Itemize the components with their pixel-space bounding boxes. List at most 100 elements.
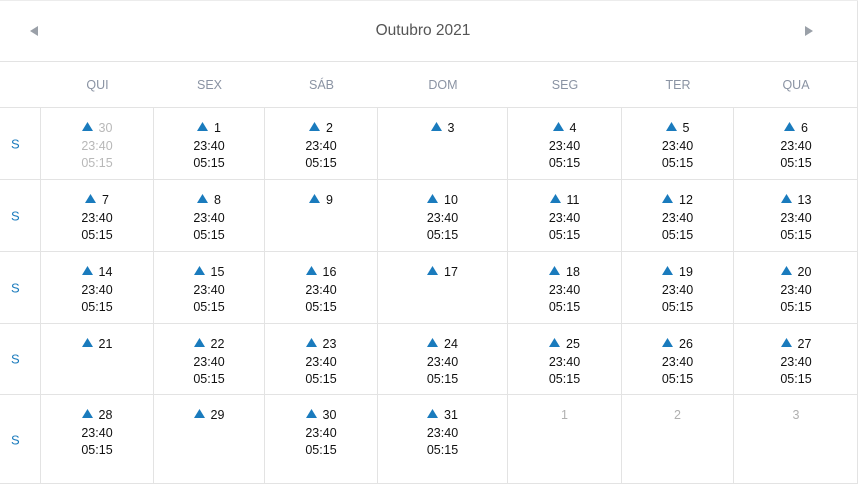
day-content: 1 (508, 407, 621, 425)
day-cell[interactable]: 8 23:40 05:15 (154, 180, 265, 251)
end-time: 05:15 (193, 372, 225, 386)
day-cell[interactable]: 30 23:40 05:15 (41, 108, 154, 179)
start-time: 23:40 (305, 138, 337, 153)
triangle-up-icon (427, 263, 439, 281)
day-content: 23 23:40 05:15 (265, 336, 377, 389)
day-cell[interactable]: 14 23:40 05:15 (41, 252, 154, 323)
day-cell[interactable]: 27 23:40 05:15 (734, 324, 858, 394)
week-link[interactable]: S (11, 280, 20, 295)
week-link[interactable]: S (11, 208, 20, 223)
day-header: 14 (41, 264, 153, 282)
day-header: 30 (265, 407, 377, 425)
day-header: 17 (378, 264, 507, 282)
triangle-up-icon (305, 406, 317, 424)
triangle-up-icon (549, 263, 561, 281)
day-cell[interactable]: 7 23:40 05:15 (41, 180, 154, 251)
day-cell[interactable]: 5 23:40 05:15 (622, 108, 734, 179)
day-cell[interactable]: 30 23:40 05:15 (265, 395, 378, 484)
day-cell[interactable]: 28 23:40 05:15 (41, 395, 154, 484)
end-time: 05:15 (548, 156, 581, 170)
day-cell[interactable]: 9 (265, 180, 378, 251)
triangle-up-icon (81, 119, 93, 137)
week-row: S 21 22 23:40 05:15 23 23:40 05:15 24 23:40 05:15 2… (0, 324, 858, 395)
day-header: 18 (508, 264, 621, 282)
triangle-up-icon (549, 335, 561, 353)
day-cell[interactable]: 21 (41, 324, 154, 394)
day-header: 1 (508, 407, 621, 425)
triangle-up-icon (81, 263, 93, 281)
week-row: S 30 23:40 05:15 1 23:40 05:15 2 23:40 05:15 3 4 23:… (0, 108, 858, 180)
day-number: 7 (102, 193, 109, 207)
end-time: 05:15 (426, 228, 459, 242)
day-cell[interactable]: 4 23:40 05:15 (508, 108, 622, 179)
end-time: 05:15 (81, 156, 113, 170)
end-time: 05:15 (426, 443, 459, 457)
start-time: 23:40 (193, 282, 225, 297)
day-cell[interactable]: 23 23:40 05:15 (265, 324, 378, 394)
day-cell[interactable]: 6 23:40 05:15 (734, 108, 858, 179)
day-cell[interactable]: 29 (154, 395, 265, 484)
week-link[interactable]: S (11, 136, 20, 151)
week-link[interactable]: S (11, 351, 20, 367)
day-number: 29 (210, 408, 225, 422)
day-number: 30 (98, 121, 113, 135)
day-cell[interactable]: 11 23:40 05:15 (508, 180, 622, 251)
day-cell[interactable]: 16 23:40 05:15 (265, 252, 378, 323)
day-content: 2 23:40 05:15 (265, 120, 377, 173)
triangle-up-icon (309, 191, 321, 209)
day-cell[interactable]: 26 23:40 05:15 (622, 324, 734, 394)
day-cell[interactable]: 13 23:40 05:15 (734, 180, 858, 251)
day-cell[interactable]: 18 23:40 05:15 (508, 252, 622, 323)
day-cell[interactable]: 31 23:40 05:15 (378, 395, 508, 484)
day-content: 27 23:40 05:15 (734, 336, 858, 389)
day-number: 20 (797, 265, 812, 279)
start-time: 23:40 (661, 282, 694, 297)
day-content: 17 (378, 264, 507, 282)
day-number: 10 (444, 193, 458, 207)
chevron-right-icon[interactable] (804, 25, 818, 39)
week-row: S 7 23:40 05:15 8 23:40 05:15 9 10 23:40 05:15 11 23… (0, 180, 858, 252)
week-link[interactable]: S (11, 432, 20, 447)
weekday-label: DOM (428, 78, 458, 92)
day-cell[interactable]: 1 (508, 395, 622, 484)
day-cell[interactable]: 10 23:40 05:15 (378, 180, 508, 251)
day-cell[interactable]: 19 23:40 05:15 (622, 252, 734, 323)
start-time: 23:40 (193, 210, 225, 225)
day-header: 6 (734, 120, 858, 138)
day-header: 19 (622, 264, 733, 282)
end-time: 05:15 (193, 228, 225, 242)
day-cell[interactable]: 22 23:40 05:15 (154, 324, 265, 394)
day-header: 12 (622, 192, 733, 210)
week-label-cell: S (0, 180, 41, 251)
day-header: 16 (265, 264, 377, 282)
end-time: 05:15 (193, 156, 225, 170)
day-content: 30 23:40 05:15 (41, 120, 153, 173)
day-cell[interactable]: 20 23:40 05:15 (734, 252, 858, 323)
day-number: 30 (322, 408, 337, 422)
day-cell[interactable]: 25 23:40 05:15 (508, 324, 622, 394)
start-time: 23:40 (426, 354, 459, 369)
day-number: 27 (797, 337, 812, 351)
day-content: 28 23:40 05:15 (41, 407, 153, 460)
day-cell[interactable]: 3 (378, 108, 508, 179)
start-time: 23:40 (305, 282, 337, 297)
day-cell[interactable]: 12 23:40 05:15 (622, 180, 734, 251)
day-cell[interactable]: 2 (622, 395, 734, 484)
day-header: 23 (265, 336, 377, 354)
start-time: 23:40 (548, 138, 581, 153)
end-time: 05:15 (780, 300, 812, 314)
end-time: 05:15 (426, 372, 459, 386)
day-header: 28 (41, 407, 153, 425)
day-cell[interactable]: 2 23:40 05:15 (265, 108, 378, 179)
end-time: 05:15 (548, 372, 581, 386)
start-time: 23:40 (780, 210, 812, 225)
day-number: 17 (444, 265, 458, 279)
day-cell[interactable]: 17 (378, 252, 508, 323)
day-cell[interactable]: 1 23:40 05:15 (154, 108, 265, 179)
day-content: 8 23:40 05:15 (154, 192, 264, 245)
day-cell[interactable]: 24 23:40 05:15 (378, 324, 508, 394)
day-cell[interactable]: 15 23:40 05:15 (154, 252, 265, 323)
day-cell[interactable]: 3 (734, 395, 858, 484)
end-time: 05:15 (81, 443, 113, 457)
chevron-left-icon[interactable] (29, 25, 43, 39)
